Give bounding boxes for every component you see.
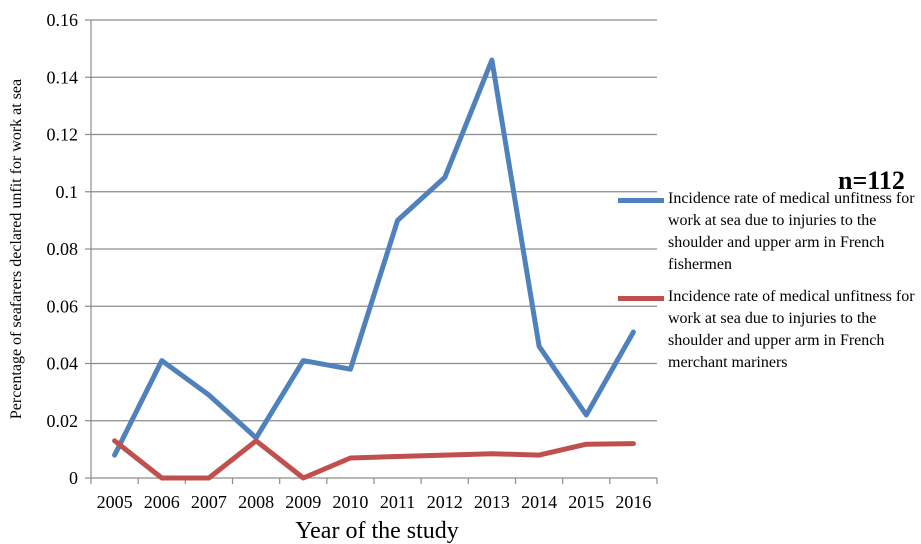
x-tick-label: 2010 xyxy=(332,492,368,512)
x-tick-label: 2006 xyxy=(144,492,180,512)
x-tick-label: 2011 xyxy=(380,492,415,512)
x-axis-label: Year of the study xyxy=(295,518,459,544)
y-tick-label: 0.08 xyxy=(47,239,79,259)
legend-label-fishermen: Incidence rate of medical unfitness for … xyxy=(668,190,915,273)
sample-size-annotation: n=112 xyxy=(838,166,905,195)
x-tick-labels: 2005 2006 2007 2008 2009 2010 2011 2012 2013 2014… xyxy=(97,492,652,512)
y-tick-labels: 0 0.02 0.04 0.06 0.08 0.1 0.12 0.14 0.16 xyxy=(47,10,79,488)
y-tick-label: 0.06 xyxy=(47,296,79,316)
series-line-fishermen xyxy=(112,57,636,458)
y-tick-label: 0.12 xyxy=(47,125,79,145)
x-tick-label: 2015 xyxy=(568,492,604,512)
x-tick-label: 2013 xyxy=(474,492,510,512)
y-axis-label: Percentage of seafarers declared unfit f… xyxy=(8,79,25,419)
legend-swatch-fishermen xyxy=(618,198,664,203)
x-tick-label: 2008 xyxy=(238,492,274,512)
series-lines xyxy=(112,57,636,481)
legend-item-merchant-mariners: Incidence rate of medical unfitness for … xyxy=(618,286,921,376)
x-tick-label: 2009 xyxy=(285,492,321,512)
axes xyxy=(85,19,658,484)
y-tick-label: 0.1 xyxy=(56,182,79,202)
y-tick-label: 0.16 xyxy=(47,10,79,30)
series-line-merchant-mariners xyxy=(112,438,636,481)
x-tick-label: 2012 xyxy=(427,492,463,512)
legend-item-fishermen: Incidence rate of medical unfitness for … xyxy=(618,188,921,278)
gridlines xyxy=(91,19,657,422)
y-tick-label: 0.14 xyxy=(47,67,79,87)
x-tick-label: 2016 xyxy=(615,492,651,512)
legend-swatch-merchant-mariners xyxy=(618,296,664,301)
legend-label-merchant-mariners: Incidence rate of medical unfitness for … xyxy=(668,288,915,371)
y-tick-label: 0.02 xyxy=(47,411,79,431)
y-tick-label: 0 xyxy=(69,468,78,488)
x-tick-label: 2007 xyxy=(191,492,227,512)
y-tick-label: 0.04 xyxy=(47,354,79,374)
x-tick-label: 2005 xyxy=(97,492,133,512)
x-tick-label: 2014 xyxy=(521,492,557,512)
